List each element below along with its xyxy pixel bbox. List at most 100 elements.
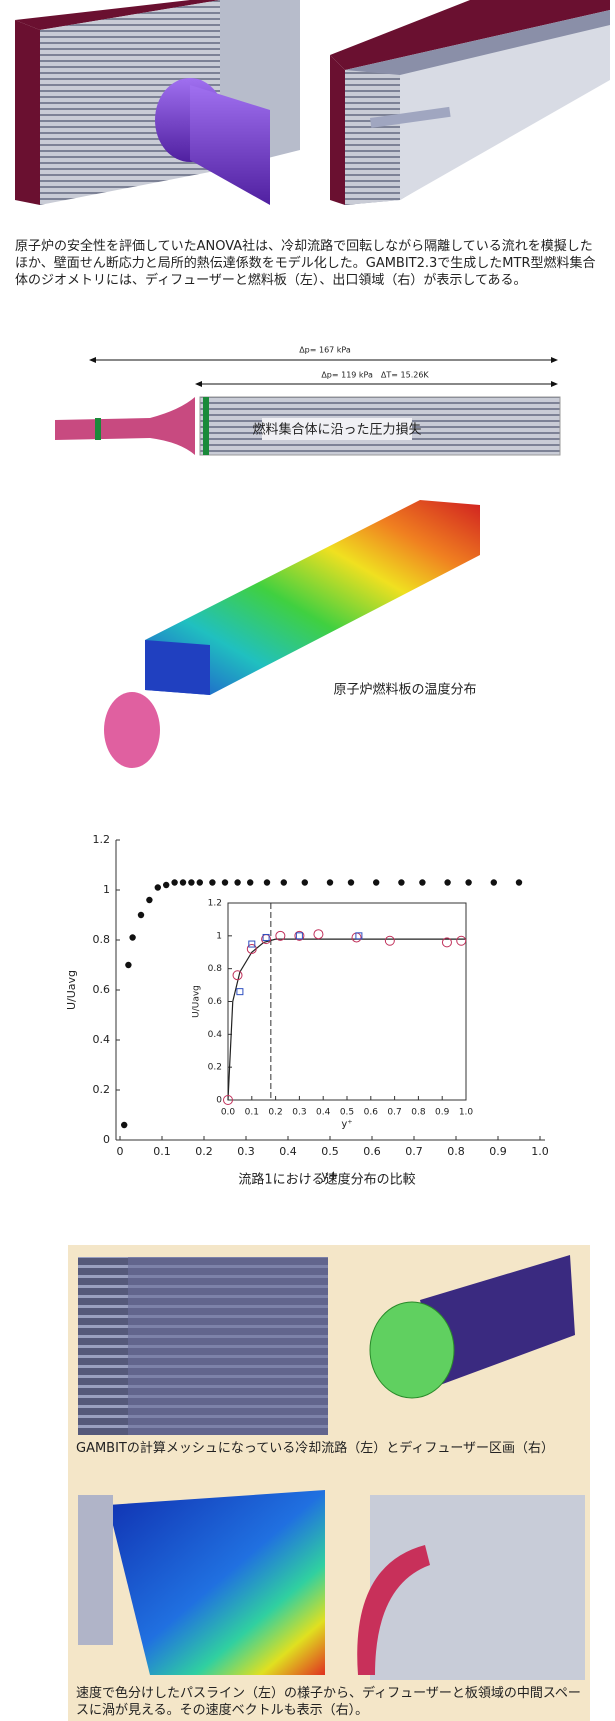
point	[465, 879, 472, 886]
pressure-total: Δp= 167 kPa	[299, 346, 351, 355]
diffuser-vector	[357, 1545, 430, 1675]
y-tick-label: 1.2	[208, 899, 222, 909]
y-tick-label: 0.4	[93, 1033, 111, 1046]
x-tick-label: 0.3	[237, 1145, 255, 1158]
diffuser	[104, 692, 160, 768]
x-tick-label: 0.9	[489, 1145, 507, 1158]
point	[179, 879, 187, 886]
point	[275, 930, 286, 941]
point	[373, 879, 380, 886]
caption-pathline: 速度で色分けしたパスライン（左）の様子から、ディフューザーと板領域の中間スペース…	[76, 1686, 581, 1718]
inset-frame	[227, 902, 467, 1101]
point	[221, 879, 229, 886]
x-tick-label: 0.1	[153, 1145, 171, 1158]
point	[419, 879, 426, 886]
point	[223, 1095, 233, 1105]
point	[441, 937, 452, 948]
y-tick-label: 0.6	[208, 997, 223, 1007]
point	[246, 943, 257, 954]
y-tick-label: 0.6	[93, 983, 111, 996]
x-tick-label: 0.2	[268, 1108, 282, 1118]
point	[490, 879, 497, 886]
x-axis-label: y⁺	[341, 1119, 352, 1130]
pressure-diagram: Δp= 167 kPa Δp= 119 kPa ΔT= 15.26K 燃料集合体…	[55, 346, 561, 456]
pathlines	[108, 1490, 325, 1675]
y-tick-label: 1	[103, 883, 110, 896]
x-tick-label: 1.0	[459, 1108, 474, 1118]
point	[515, 879, 523, 886]
y-tick-label: 1.2	[93, 833, 111, 846]
x-tick-label: 0.4	[316, 1108, 331, 1118]
y-tick-label: 1	[216, 931, 222, 941]
y-axis-label: U/Uavg	[192, 985, 202, 1018]
x-tick-label: 0.5	[321, 1145, 339, 1158]
x-tick-label: 0.2	[195, 1145, 213, 1158]
point	[444, 879, 451, 886]
point	[294, 930, 305, 941]
x-tick-label: 0.7	[405, 1145, 423, 1158]
x-tick-label: 0.6	[363, 1145, 381, 1158]
diffuser-face	[369, 1301, 455, 1399]
x-axis-label: y+	[321, 1169, 338, 1183]
point	[301, 879, 308, 886]
mesh-wall	[128, 1257, 328, 1435]
y-tick-label: 0.8	[93, 933, 111, 946]
point	[263, 879, 271, 886]
point	[355, 932, 363, 940]
x-tick-label: 0.3	[292, 1108, 306, 1118]
point	[326, 879, 334, 886]
point	[163, 881, 170, 889]
y-tick-label: 0	[103, 1133, 110, 1146]
chart: 流路1における速度分布の比較 0 0.2 0.4 0.6 0.8 1 1.2 0 0.1 0.2 0…	[65, 833, 549, 1188]
caption-mesh: GAMBITの計算メッシュになっている冷却流路（左）とディフューザー区画（右）	[76, 1441, 555, 1456]
label-bg	[262, 418, 412, 440]
pressure-core: Δp= 119 kPa ΔT= 15.26K	[321, 371, 429, 380]
pressure-label: 燃料集合体に沿った圧力損失	[252, 422, 421, 438]
point	[313, 929, 324, 940]
geometry-right	[330, 0, 610, 205]
point	[129, 934, 136, 941]
temperature-image: 原子炉燃料板の温度分布	[104, 500, 480, 768]
x-tick-label: 1.0	[531, 1145, 549, 1158]
x-tick-label: 0.1	[245, 1108, 259, 1118]
point	[196, 879, 203, 886]
y-tick-label: 0.2	[208, 1063, 222, 1073]
point	[125, 961, 132, 969]
x-tick-label: 0.0	[221, 1108, 236, 1118]
x-tick-label: 0.7	[387, 1108, 401, 1118]
point	[398, 879, 405, 886]
inlet	[203, 397, 209, 455]
y-tick-label: 0	[216, 1096, 222, 1106]
y-tick-label: 0.2	[93, 1083, 111, 1096]
x-tick-label: 0.8	[411, 1108, 426, 1118]
point	[456, 935, 467, 946]
point	[146, 896, 153, 904]
curve	[227, 938, 466, 1101]
caption-top: 原子炉の安全性を評価していたANOVA社は、冷却流路で回転しながら隔離している流…	[15, 239, 596, 288]
point	[171, 879, 178, 886]
plates-face	[145, 640, 210, 695]
x-tick-label: 0.4	[279, 1145, 297, 1158]
x-tick-label: 0.9	[435, 1108, 450, 1118]
marker	[95, 418, 101, 440]
point	[347, 879, 355, 886]
point	[248, 940, 256, 948]
y-axis-label: U/Uavg	[65, 970, 78, 1010]
y-tick-label: 0.8	[208, 964, 223, 974]
mesh-images	[78, 1255, 585, 1680]
channel-wall	[78, 1495, 113, 1645]
vectors	[370, 1495, 585, 1680]
diffuser-mesh	[420, 1255, 575, 1385]
point	[280, 879, 287, 886]
pipe	[55, 397, 195, 455]
temperature-label: 原子炉燃料板の温度分布	[333, 682, 476, 698]
point	[236, 988, 244, 996]
point	[232, 970, 243, 981]
point	[295, 932, 303, 940]
chart-caption: 流路1における速度分布の比較	[238, 1172, 415, 1188]
x-tick-label: 0.5	[340, 1108, 354, 1118]
point	[234, 879, 241, 886]
x-tick-label: 0.6	[364, 1108, 379, 1118]
